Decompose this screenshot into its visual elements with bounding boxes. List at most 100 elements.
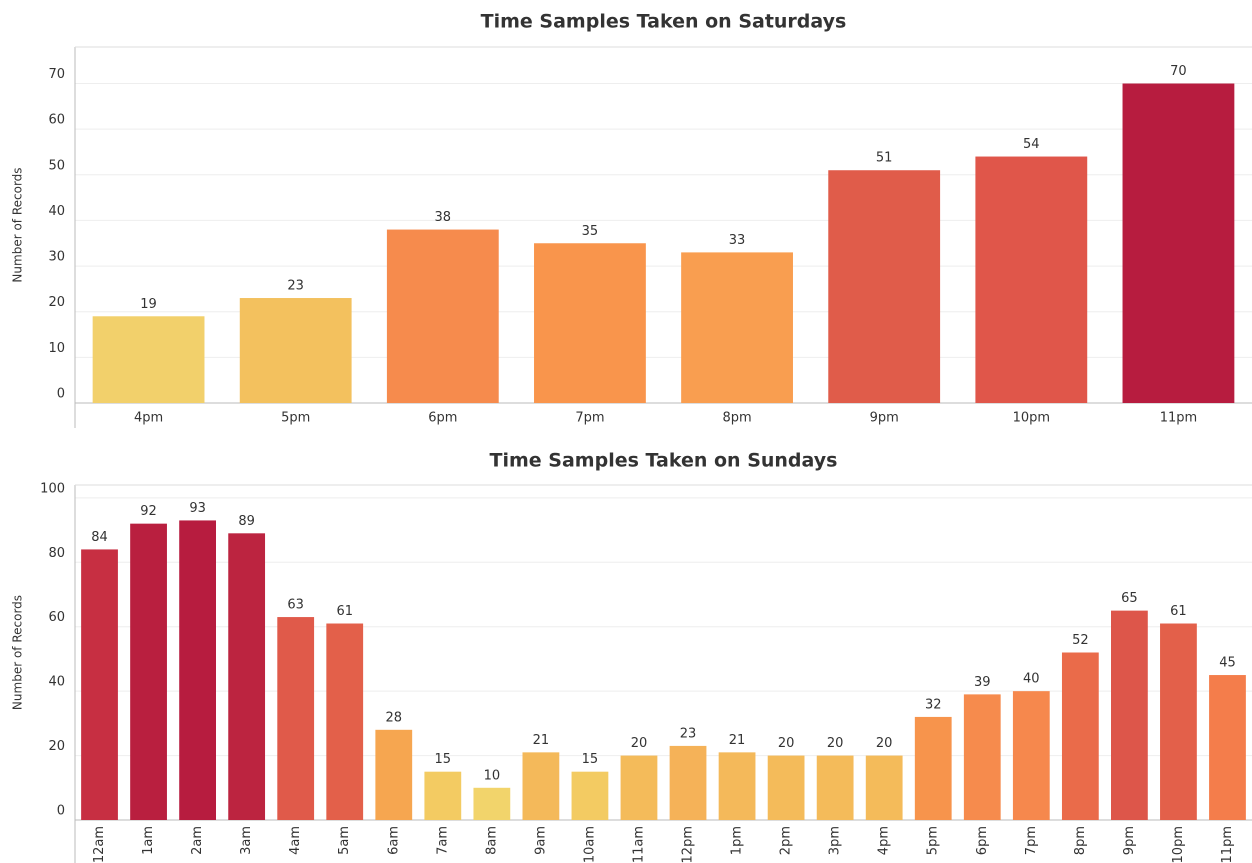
value-label: 61 xyxy=(336,604,353,619)
y-axis-title: Number of Records xyxy=(11,595,25,710)
bar xyxy=(228,533,266,820)
value-label: 61 xyxy=(1170,604,1187,619)
y-tick-label: 70 xyxy=(48,67,65,82)
bar xyxy=(1061,652,1099,820)
bar xyxy=(179,520,216,820)
value-label: 20 xyxy=(827,736,844,751)
value-label: 70 xyxy=(1170,64,1187,79)
x-tick-label: 9pm xyxy=(1122,826,1137,855)
bar xyxy=(277,617,315,820)
bar xyxy=(767,755,805,820)
value-label: 23 xyxy=(287,279,304,294)
x-tick-label: 2pm xyxy=(779,826,794,855)
value-label: 15 xyxy=(582,752,599,767)
x-tick-label: 6pm xyxy=(428,411,457,426)
y-tick-label: 20 xyxy=(48,295,65,310)
y-tick-label: 20 xyxy=(48,739,65,754)
bar xyxy=(1209,675,1246,820)
bar xyxy=(386,229,499,403)
x-tick-label: 5pm xyxy=(926,826,941,855)
x-tick-label: 3am xyxy=(239,826,254,855)
x-tick-label: 1am xyxy=(141,826,156,855)
x-tick-label: 12pm xyxy=(681,826,696,863)
bar xyxy=(92,316,205,403)
value-label: 38 xyxy=(435,210,452,225)
bar xyxy=(620,755,658,820)
bar xyxy=(816,755,854,820)
bar xyxy=(375,729,413,820)
x-tick-label: 8pm xyxy=(1073,826,1088,855)
chart-title: Time Samples Taken on Saturdays xyxy=(481,11,847,33)
bar xyxy=(1160,623,1197,820)
x-tick-label: 11am xyxy=(631,826,646,863)
x-tick-label: 6pm xyxy=(975,826,990,855)
bar xyxy=(239,298,352,403)
bar xyxy=(828,170,941,403)
value-label: 92 xyxy=(140,504,157,519)
x-tick-label: 10am xyxy=(582,826,597,863)
chart-title: Time Samples Taken on Sundays xyxy=(490,450,838,472)
x-tick-label: 2am xyxy=(190,826,205,855)
bar xyxy=(681,252,793,403)
bar xyxy=(963,694,1001,820)
value-label: 20 xyxy=(778,736,795,751)
bar xyxy=(1012,691,1050,820)
value-label: 20 xyxy=(631,736,648,751)
value-label: 84 xyxy=(91,530,108,545)
bar xyxy=(81,549,118,820)
y-tick-label: 40 xyxy=(48,204,65,219)
y-tick-label: 40 xyxy=(48,675,65,690)
value-label: 45 xyxy=(1219,656,1236,671)
bar xyxy=(130,523,167,820)
x-tick-label: 12am xyxy=(92,826,107,863)
value-label: 52 xyxy=(1072,633,1089,648)
x-tick-label: 9am xyxy=(533,826,548,855)
bar xyxy=(1111,610,1148,820)
x-tick-label: 4am xyxy=(288,826,303,855)
bar xyxy=(522,752,560,820)
x-tick-label: 7pm xyxy=(575,411,604,426)
bar xyxy=(669,745,707,820)
bar xyxy=(975,156,1088,403)
value-label: 10 xyxy=(484,768,501,783)
x-tick-label: 6am xyxy=(386,826,401,855)
y-tick-label: 0 xyxy=(57,804,65,819)
value-label: 89 xyxy=(238,514,255,529)
value-label: 40 xyxy=(1023,672,1040,687)
value-label: 33 xyxy=(729,233,746,248)
bar xyxy=(424,771,462,820)
value-label: 39 xyxy=(974,675,991,690)
y-tick-label: 0 xyxy=(57,387,65,402)
x-tick-label: 10pm xyxy=(1013,411,1050,426)
value-label: 35 xyxy=(582,224,599,239)
y-tick-label: 60 xyxy=(48,113,65,128)
bar xyxy=(571,771,609,820)
x-tick-label: 8pm xyxy=(722,411,751,426)
value-label: 15 xyxy=(435,752,452,767)
value-label: 51 xyxy=(876,151,893,166)
x-tick-label: 8am xyxy=(484,826,499,855)
bar xyxy=(865,755,903,820)
value-label: 19 xyxy=(140,297,157,312)
y-tick-label: 50 xyxy=(48,158,65,173)
y-tick-label: 100 xyxy=(40,481,65,496)
value-label: 23 xyxy=(680,726,697,741)
value-label: 20 xyxy=(876,736,893,751)
value-label: 63 xyxy=(287,598,304,613)
x-tick-label: 4pm xyxy=(877,826,892,855)
value-label: 54 xyxy=(1023,137,1040,152)
y-tick-label: 10 xyxy=(48,341,65,356)
x-tick-label: 11pm xyxy=(1160,411,1197,426)
bar xyxy=(534,243,646,403)
y-tick-label: 60 xyxy=(48,610,65,625)
bar xyxy=(1122,83,1235,403)
x-tick-label: 1pm xyxy=(730,826,745,855)
value-label: 65 xyxy=(1121,591,1138,606)
x-tick-label: 4pm xyxy=(134,411,163,426)
value-label: 21 xyxy=(729,733,746,748)
value-label: 21 xyxy=(533,733,550,748)
bar xyxy=(473,787,511,820)
bar xyxy=(326,623,364,820)
bar xyxy=(914,716,952,820)
